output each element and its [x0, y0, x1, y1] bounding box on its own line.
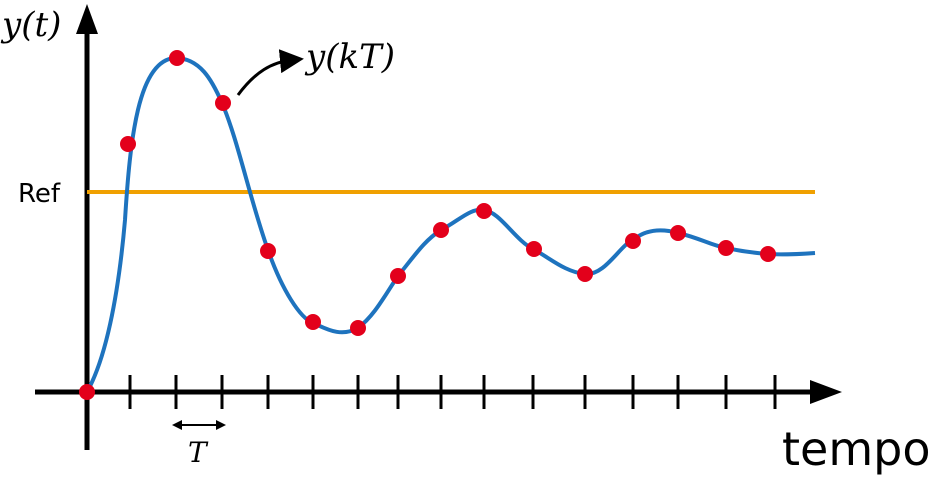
sample-point — [577, 266, 593, 282]
sample-point — [625, 233, 641, 249]
sample-point — [670, 225, 686, 241]
period-indicator — [172, 420, 226, 430]
x-axis-label: tempo — [782, 422, 931, 476]
sample-point — [350, 320, 366, 336]
sample-point — [215, 95, 231, 111]
period-arrow-left-head — [172, 420, 182, 430]
ref-label: Ref — [18, 179, 61, 209]
sample-point — [79, 384, 95, 400]
period-arrow-right-head — [216, 420, 226, 430]
sample-point — [718, 240, 734, 256]
x-axis-arrowhead — [810, 380, 842, 404]
continuous-response-curve — [85, 55, 816, 393]
sample-point — [390, 268, 406, 284]
y-axis-arrowhead — [76, 4, 98, 34]
samples-label: y(kT) — [304, 37, 395, 77]
sample-point — [433, 222, 449, 238]
y-axis-label: y(t) — [0, 5, 61, 45]
sample-point — [169, 50, 185, 66]
sample-points — [79, 50, 776, 400]
period-label: T — [188, 436, 209, 469]
sample-point — [526, 241, 542, 257]
sample-point — [305, 314, 321, 330]
sample-ticks — [128, 375, 777, 409]
sample-point — [120, 136, 136, 152]
samples-annotation-arrow — [236, 49, 304, 96]
sample-point — [760, 246, 776, 262]
sample-point — [260, 243, 276, 259]
sample-point — [476, 203, 492, 219]
axes — [35, 4, 842, 450]
